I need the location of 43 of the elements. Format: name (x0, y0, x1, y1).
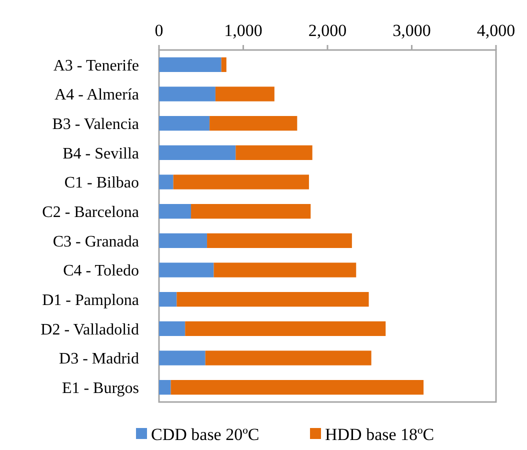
bar (173, 174, 309, 190)
y-tick-label: A4 - Almería (54, 86, 139, 104)
bar (207, 233, 352, 248)
x-tick-label: 4,000 (476, 21, 516, 40)
bar (159, 86, 216, 102)
bar (159, 321, 186, 336)
bar (191, 204, 311, 219)
bar (159, 204, 192, 219)
y-tick-label: D1 - Pamplona (42, 292, 139, 309)
bar (159, 262, 214, 278)
bar (215, 86, 274, 102)
bar (221, 57, 226, 72)
y-tick-label: D2 - Valladolid (40, 321, 139, 338)
y-tick-label: A3 - Tenerife (53, 57, 139, 74)
bar (159, 233, 208, 248)
bar (185, 321, 386, 336)
y-tick-label: C1 - Bilbao (64, 174, 139, 192)
legend-label: HDD base 18ºC (325, 424, 434, 444)
x-tick-label: 0 (154, 21, 164, 40)
y-tick-label: B4 - Sevilla (62, 145, 139, 162)
y-tick-label: B3 - Valencia (52, 116, 139, 133)
bar (159, 57, 222, 72)
bar (210, 116, 298, 131)
bar (159, 292, 177, 307)
bar (159, 350, 206, 366)
x-tick-label: 3,000 (392, 21, 431, 40)
x-tick-label: 1,000 (224, 21, 262, 40)
y-tick-label: E1 - Burgos (62, 380, 139, 397)
bar (159, 380, 171, 395)
bar (159, 174, 174, 190)
y-tick-label: C3 - Granada (52, 233, 139, 250)
bar (159, 145, 236, 160)
legend-label: CDD base 20ºC (151, 424, 260, 444)
x-tick-label: 2,000 (308, 21, 347, 40)
bar (176, 292, 369, 307)
y-tick-label: D3 - Madrid (59, 350, 139, 368)
y-tick-label: C4 - Toledo (63, 262, 139, 280)
bar (159, 116, 210, 131)
bar (205, 350, 372, 366)
y-tick-label: C2 - Barcelona (42, 204, 139, 221)
bar (214, 262, 356, 278)
bar (236, 145, 312, 160)
bar (170, 380, 424, 395)
